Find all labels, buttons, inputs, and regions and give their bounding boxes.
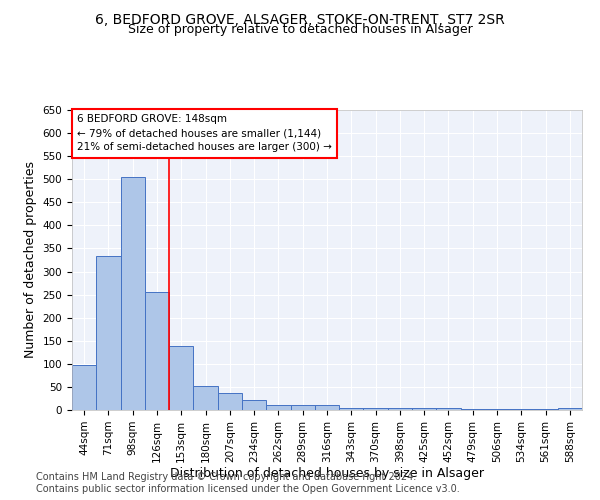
Bar xyxy=(533,409,558,410)
Bar xyxy=(266,406,290,410)
Bar xyxy=(242,400,266,410)
Bar xyxy=(364,408,388,410)
Bar xyxy=(485,409,509,410)
Bar xyxy=(96,256,121,410)
Bar xyxy=(436,408,461,410)
Bar xyxy=(193,386,218,410)
Bar xyxy=(290,406,315,410)
Bar xyxy=(339,408,364,410)
Text: Contains public sector information licensed under the Open Government Licence v3: Contains public sector information licen… xyxy=(36,484,460,494)
Bar xyxy=(72,365,96,410)
Text: Size of property relative to detached houses in Alsager: Size of property relative to detached ho… xyxy=(128,22,472,36)
Bar xyxy=(388,408,412,410)
Text: 6, BEDFORD GROVE, ALSAGER, STOKE-ON-TRENT, ST7 2SR: 6, BEDFORD GROVE, ALSAGER, STOKE-ON-TREN… xyxy=(95,12,505,26)
Bar xyxy=(315,406,339,410)
Bar xyxy=(461,409,485,410)
Bar xyxy=(412,408,436,410)
Y-axis label: Number of detached properties: Number of detached properties xyxy=(24,162,37,358)
X-axis label: Distribution of detached houses by size in Alsager: Distribution of detached houses by size … xyxy=(170,468,484,480)
Text: 6 BEDFORD GROVE: 148sqm
← 79% of detached houses are smaller (1,144)
21% of semi: 6 BEDFORD GROVE: 148sqm ← 79% of detache… xyxy=(77,114,332,152)
Bar xyxy=(121,177,145,410)
Bar xyxy=(169,346,193,410)
Bar xyxy=(509,409,533,410)
Bar xyxy=(145,292,169,410)
Bar xyxy=(558,408,582,410)
Bar xyxy=(218,393,242,410)
Text: Contains HM Land Registry data © Crown copyright and database right 2024.: Contains HM Land Registry data © Crown c… xyxy=(36,472,416,482)
